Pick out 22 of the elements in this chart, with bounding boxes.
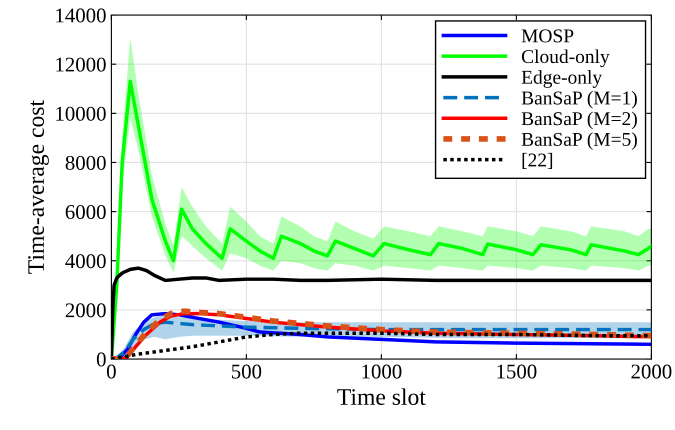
y-tick-label: 14000 bbox=[56, 8, 106, 22]
legend-label: BanSaP (M=1) bbox=[522, 90, 637, 109]
y-tick-label: 12000 bbox=[56, 58, 106, 72]
y-tick-label: 0 bbox=[96, 352, 106, 366]
legend-label: [22] bbox=[522, 152, 552, 169]
legend-label: BanSaP (M=2) bbox=[522, 112, 637, 130]
x-tick-label: 0 bbox=[106, 364, 116, 379]
legend-label: MOSP bbox=[522, 29, 574, 42]
y-tick-label: 8000 bbox=[66, 156, 106, 170]
x-tick-label: 1500 bbox=[497, 364, 536, 379]
y-tick-label: 2000 bbox=[66, 303, 106, 318]
x-tick-label: 2000 bbox=[631, 364, 672, 379]
y-tick-label: 4000 bbox=[65, 254, 106, 268]
legend-label: Cloud-only bbox=[522, 49, 610, 68]
y-axis-title: Time-average cost bbox=[28, 100, 49, 274]
legend-label: Edge-only bbox=[522, 70, 602, 88]
x-tick-label: 500 bbox=[232, 364, 262, 379]
x-tick-label: 1000 bbox=[362, 364, 402, 379]
y-tick-label: 6000 bbox=[66, 204, 106, 220]
y-tick-label: 10000 bbox=[56, 106, 106, 121]
x-axis-title: Time slot bbox=[337, 388, 426, 405]
legend-label: BanSaP (M=5) bbox=[522, 132, 637, 150]
